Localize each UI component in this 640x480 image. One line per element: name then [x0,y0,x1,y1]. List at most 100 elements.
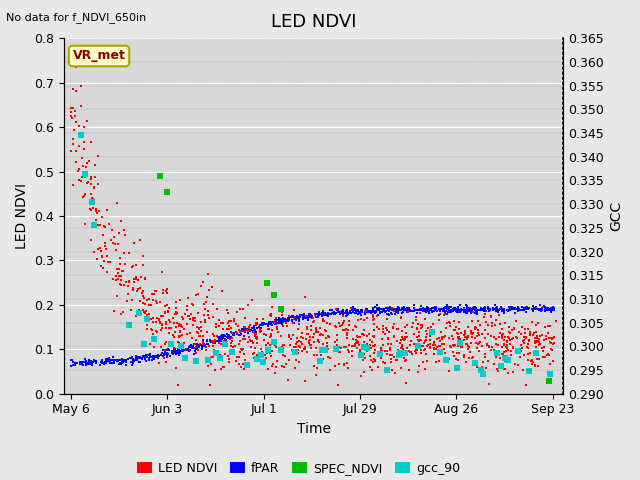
Point [445,306,456,313]
Point [340,326,350,334]
Point [166,347,177,354]
Point [187,300,197,308]
Point [493,307,504,314]
Point [468,305,479,313]
Point [177,346,187,353]
Point [357,308,367,316]
Point [442,304,452,312]
Point [280,316,290,324]
Point [433,316,444,324]
Point [348,303,358,311]
Point [368,313,378,321]
Point [106,236,116,244]
Point [342,309,353,316]
Point [164,324,174,332]
Point [162,289,172,297]
Point [470,306,481,313]
Point [141,322,152,329]
Point [528,331,538,338]
Point [266,352,276,360]
Point [216,340,226,348]
Point [470,359,480,367]
Point [546,307,556,314]
Point [168,348,178,355]
Point [472,309,482,317]
Point [444,356,454,364]
Point [537,306,547,314]
Point [527,359,538,366]
Point [419,347,429,354]
Point [101,359,111,366]
Point [198,342,208,349]
Point [210,338,220,346]
Point [260,351,271,359]
Point [83,360,93,367]
Point [172,319,182,327]
Point [515,330,525,338]
Point [251,328,261,336]
Point [266,318,276,326]
Point [406,348,416,356]
Point [373,305,383,312]
Point [191,346,201,353]
Point [382,326,392,334]
Point [546,308,556,316]
Point [497,333,508,340]
Point [240,328,250,336]
Point [385,303,395,311]
Point [547,335,557,343]
Point [406,307,417,314]
Point [81,357,91,365]
Point [288,331,298,338]
Point [252,320,262,328]
Point [340,308,351,315]
Point [204,286,214,293]
Point [356,315,366,323]
Point [122,297,132,305]
Point [513,347,523,355]
Point [413,342,424,350]
Point [499,308,509,315]
Point [202,343,212,351]
Point [451,324,461,331]
Point [99,360,109,368]
Point [294,320,304,328]
Point [461,304,472,312]
Point [418,304,428,312]
Point [176,342,186,350]
Point [492,303,502,311]
Point [143,354,154,361]
Point [154,317,164,324]
Point [462,336,472,343]
Point [305,336,315,344]
Point [161,349,171,357]
Point [197,343,207,351]
Point [517,303,527,311]
Point [180,354,191,362]
Point [348,309,358,316]
Point [462,305,472,313]
Point [495,305,505,313]
Point [438,305,448,312]
Point [86,198,97,205]
Point [270,319,280,327]
Point [538,303,548,311]
Point [303,312,313,320]
Point [108,356,118,364]
Point [543,329,554,336]
Point [220,335,230,342]
Point [367,333,378,340]
Point [250,324,260,332]
Point [401,329,412,337]
Point [546,335,556,342]
Point [321,335,332,342]
Point [357,308,367,316]
Point [543,322,553,330]
Point [534,332,545,340]
Point [548,358,559,365]
Point [342,312,352,319]
Point [196,341,206,349]
Point [179,346,189,353]
Point [198,336,208,344]
Point [164,329,175,337]
